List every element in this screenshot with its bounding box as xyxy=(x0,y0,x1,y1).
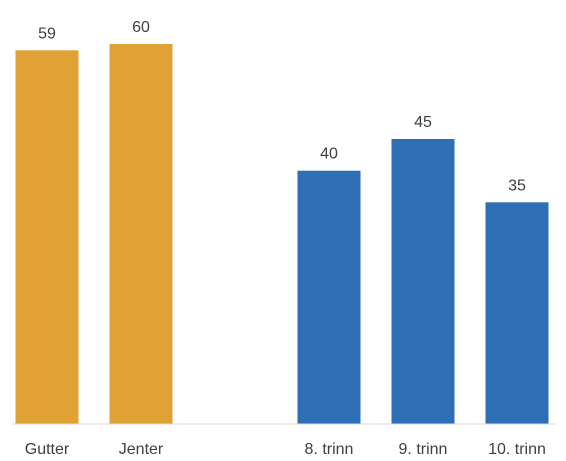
bar-10-trinn xyxy=(485,202,549,424)
data-label-8-trinn: 40 xyxy=(320,146,338,163)
data-label-jenter: 60 xyxy=(132,19,150,36)
data-label-10-trinn: 35 xyxy=(508,177,526,194)
tick-label-9-trinn: 9. trinn xyxy=(399,441,448,458)
bar-8-trinn xyxy=(297,170,361,424)
tick-label-8-trinn: 8. trinn xyxy=(305,441,354,458)
bar-9-trinn xyxy=(391,139,455,424)
bars-group xyxy=(15,44,549,425)
bar-gutter xyxy=(15,50,79,425)
data-label-9-trinn: 45 xyxy=(414,114,432,131)
data-labels-group: 59 60 40 45 35 xyxy=(38,19,526,194)
x-tick-labels-group: Gutter Jenter 8. trinn 9. trinn 10. trinn xyxy=(25,441,546,458)
tick-label-10-trinn: 10. trinn xyxy=(488,441,546,458)
bar-jenter xyxy=(109,44,173,424)
tick-label-jenter: Jenter xyxy=(119,441,164,458)
data-label-gutter: 59 xyxy=(38,25,56,42)
tick-label-gutter: Gutter xyxy=(25,441,70,458)
